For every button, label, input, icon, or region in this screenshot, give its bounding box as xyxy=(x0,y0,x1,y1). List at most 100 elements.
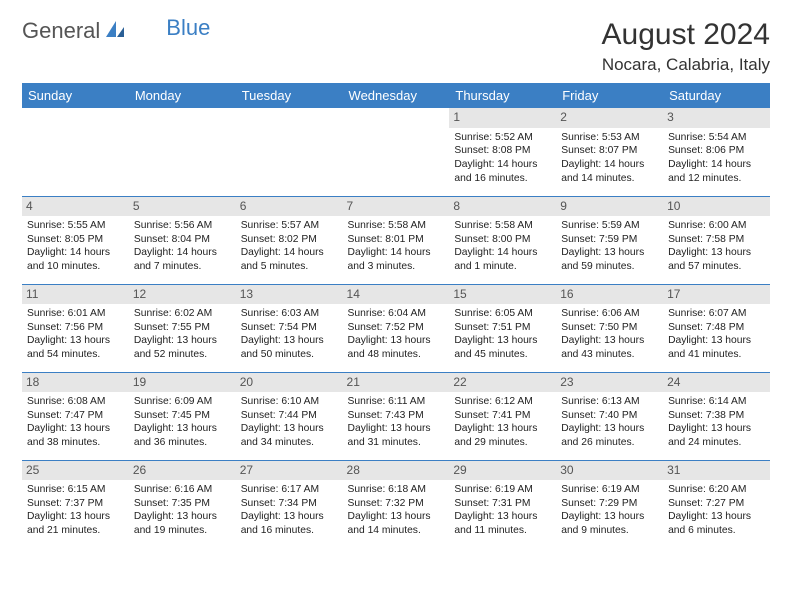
sunset-line: Sunset: 7:45 PM xyxy=(134,410,210,421)
logo: General Blue xyxy=(22,18,210,44)
calendar-cell: 23Sunrise: 6:13 AMSunset: 7:40 PMDayligh… xyxy=(556,372,663,460)
day-number: 28 xyxy=(343,461,450,481)
sunset-line: Sunset: 8:01 PM xyxy=(348,234,424,245)
sunrise-line: Sunrise: 5:58 AM xyxy=(348,220,426,231)
sunset-line: Sunset: 7:59 PM xyxy=(561,234,637,245)
sunrise-line: Sunrise: 6:07 AM xyxy=(668,308,746,319)
day-number: 12 xyxy=(129,285,236,305)
sunrise-line: Sunrise: 6:19 AM xyxy=(454,484,532,495)
daylight-line: Daylight: 13 hours and 9 minutes. xyxy=(561,511,644,536)
calendar-row: 4 Sunrise: 5:55 AM Sunset: 8:05 PM Daylight… xyxy=(22,196,770,284)
day-number: 21 xyxy=(343,373,450,393)
daylight-line: Daylight: 13 hours and 57 minutes. xyxy=(668,247,751,272)
daylight-line: Daylight: 13 hours and 21 minutes. xyxy=(27,511,110,536)
calendar-cell: 16Sunrise: 6:06 AMSunset: 7:50 PMDayligh… xyxy=(556,284,663,372)
day-number: 23 xyxy=(556,373,663,393)
calendar-cell: 21Sunrise: 6:11 AMSunset: 7:43 PMDayligh… xyxy=(343,372,450,460)
calendar-cell: 4 Sunrise: 5:55 AM Sunset: 8:05 PM Daylight… xyxy=(22,196,129,284)
day-number: 16 xyxy=(556,285,663,305)
daylight-line: Daylight: 13 hours and 54 minutes. xyxy=(27,335,110,360)
header: General Blue August 2024 Nocara, Calabri… xyxy=(22,18,770,75)
daylight-line: Daylight: 13 hours and 24 minutes. xyxy=(668,423,751,448)
sunset-line: Sunset: 8:05 PM xyxy=(27,234,103,245)
daylight-line: Daylight: 14 hours and 10 minutes. xyxy=(27,247,110,272)
day-number: 27 xyxy=(236,461,343,481)
sunrise-line: Sunrise: 6:13 AM xyxy=(561,396,639,407)
day-number: 19 xyxy=(129,373,236,393)
sunrise-line: Sunrise: 6:19 AM xyxy=(561,484,639,495)
page-title: August 2024 xyxy=(602,18,770,51)
calendar-cell: 5Sunrise: 5:56 AMSunset: 8:04 PMDaylight… xyxy=(129,196,236,284)
calendar-cell: 1Sunrise: 5:52 AMSunset: 8:08 PMDaylight… xyxy=(449,108,556,196)
calendar-row: 25Sunrise: 6:15 AMSunset: 7:37 PMDayligh… xyxy=(22,460,770,548)
sunset-line: Sunset: 7:38 PM xyxy=(668,410,744,421)
calendar-cell: 10Sunrise: 6:00 AMSunset: 7:58 PMDayligh… xyxy=(663,196,770,284)
day-number: 11 xyxy=(22,285,129,305)
sunset-line: Sunset: 8:04 PM xyxy=(134,234,210,245)
sunrise-line: Sunrise: 6:14 AM xyxy=(668,396,746,407)
sunrise-line: Sunrise: 6:00 AM xyxy=(668,220,746,231)
day-header: Friday xyxy=(556,83,663,108)
sunset-line: Sunset: 7:32 PM xyxy=(348,498,424,509)
calendar-cell: 6Sunrise: 5:57 AMSunset: 8:02 PMDaylight… xyxy=(236,196,343,284)
day-number: 26 xyxy=(129,461,236,481)
sunrise-line: Sunrise: 6:01 AM xyxy=(27,308,105,319)
calendar-cell: 13Sunrise: 6:03 AMSunset: 7:54 PMDayligh… xyxy=(236,284,343,372)
day-number: 15 xyxy=(449,285,556,305)
sunrise-line: Sunrise: 5:55 AM xyxy=(27,220,105,231)
sunset-line: Sunset: 7:41 PM xyxy=(454,410,530,421)
calendar-cell: 26Sunrise: 6:16 AMSunset: 7:35 PMDayligh… xyxy=(129,460,236,548)
daylight-line: Daylight: 13 hours and 41 minutes. xyxy=(668,335,751,360)
day-number: 13 xyxy=(236,285,343,305)
sunrise-line: Sunrise: 5:52 AM xyxy=(454,132,532,143)
calendar-cell: 27Sunrise: 6:17 AMSunset: 7:34 PMDayligh… xyxy=(236,460,343,548)
day-header: Wednesday xyxy=(343,83,450,108)
daylight-line: Daylight: 14 hours and 3 minutes. xyxy=(348,247,431,272)
daylight-line: Daylight: 13 hours and 52 minutes. xyxy=(134,335,217,360)
title-block: August 2024 Nocara, Calabria, Italy xyxy=(602,18,770,75)
sunset-line: Sunset: 7:27 PM xyxy=(668,498,744,509)
sunset-line: Sunset: 7:56 PM xyxy=(27,322,103,333)
calendar-cell xyxy=(236,108,343,196)
day-number: 4 xyxy=(22,197,129,217)
day-number: 8 xyxy=(449,197,556,217)
calendar-cell: 14Sunrise: 6:04 AMSunset: 7:52 PMDayligh… xyxy=(343,284,450,372)
daylight-line: Daylight: 13 hours and 31 minutes. xyxy=(348,423,431,448)
day-header: Saturday xyxy=(663,83,770,108)
calendar-body: 1 Sunrise: 5:52 AM Sunset: 8:08 PM Daylight… xyxy=(22,108,770,548)
calendar-cell: 12Sunrise: 6:02 AMSunset: 7:55 PMDayligh… xyxy=(129,284,236,372)
daylight-line: Daylight: 13 hours and 26 minutes. xyxy=(561,423,644,448)
day-number: 25 xyxy=(22,461,129,481)
day-number: 5 xyxy=(129,197,236,217)
day-header: Monday xyxy=(129,83,236,108)
calendar-row: 11 Sunrise: 6:01 AM Sunset: 7:56 PM Dayligh… xyxy=(22,284,770,372)
sunrise-line: Sunrise: 5:56 AM xyxy=(134,220,212,231)
sunset-line: Sunset: 8:08 PM xyxy=(454,145,530,156)
daylight-line: Daylight: 13 hours and 6 minutes. xyxy=(668,511,751,536)
sunset-line: Sunset: 7:54 PM xyxy=(241,322,317,333)
calendar-cell: 31Sunrise: 6:20 AMSunset: 7:27 PMDayligh… xyxy=(663,460,770,548)
day-number: 29 xyxy=(449,461,556,481)
day-number: 22 xyxy=(449,373,556,393)
sunrise-line: Sunrise: 5:54 AM xyxy=(668,132,746,143)
day-number: 6 xyxy=(236,197,343,217)
sunrise-line: Sunrise: 5:58 AM xyxy=(454,220,532,231)
calendar-cell: 2Sunrise: 5:53 AMSunset: 8:07 PMDaylight… xyxy=(556,108,663,196)
day-number: 9 xyxy=(556,197,663,217)
sunset-line: Sunset: 7:29 PM xyxy=(561,498,637,509)
calendar-cell xyxy=(129,108,236,196)
sunset-line: Sunset: 7:31 PM xyxy=(454,498,530,509)
calendar-cell: 11 Sunrise: 6:01 AM Sunset: 7:56 PM Dayligh… xyxy=(22,284,129,372)
day-number: 1 xyxy=(449,108,556,128)
location-subtitle: Nocara, Calabria, Italy xyxy=(602,55,770,75)
logo-sail-icon xyxy=(104,19,126,44)
sunrise-line: Sunrise: 6:08 AM xyxy=(27,396,105,407)
daylight-line: Daylight: 13 hours and 50 minutes. xyxy=(241,335,324,360)
sunrise-line: Sunrise: 6:11 AM xyxy=(348,396,426,407)
sunrise-line: Sunrise: 6:02 AM xyxy=(134,308,212,319)
sunset-line: Sunset: 7:34 PM xyxy=(241,498,317,509)
sunrise-line: Sunrise: 6:15 AM xyxy=(27,484,105,495)
sunset-line: Sunset: 7:51 PM xyxy=(454,322,530,333)
logo-text-blue: Blue xyxy=(166,15,210,41)
daylight-line: Daylight: 13 hours and 16 minutes. xyxy=(241,511,324,536)
